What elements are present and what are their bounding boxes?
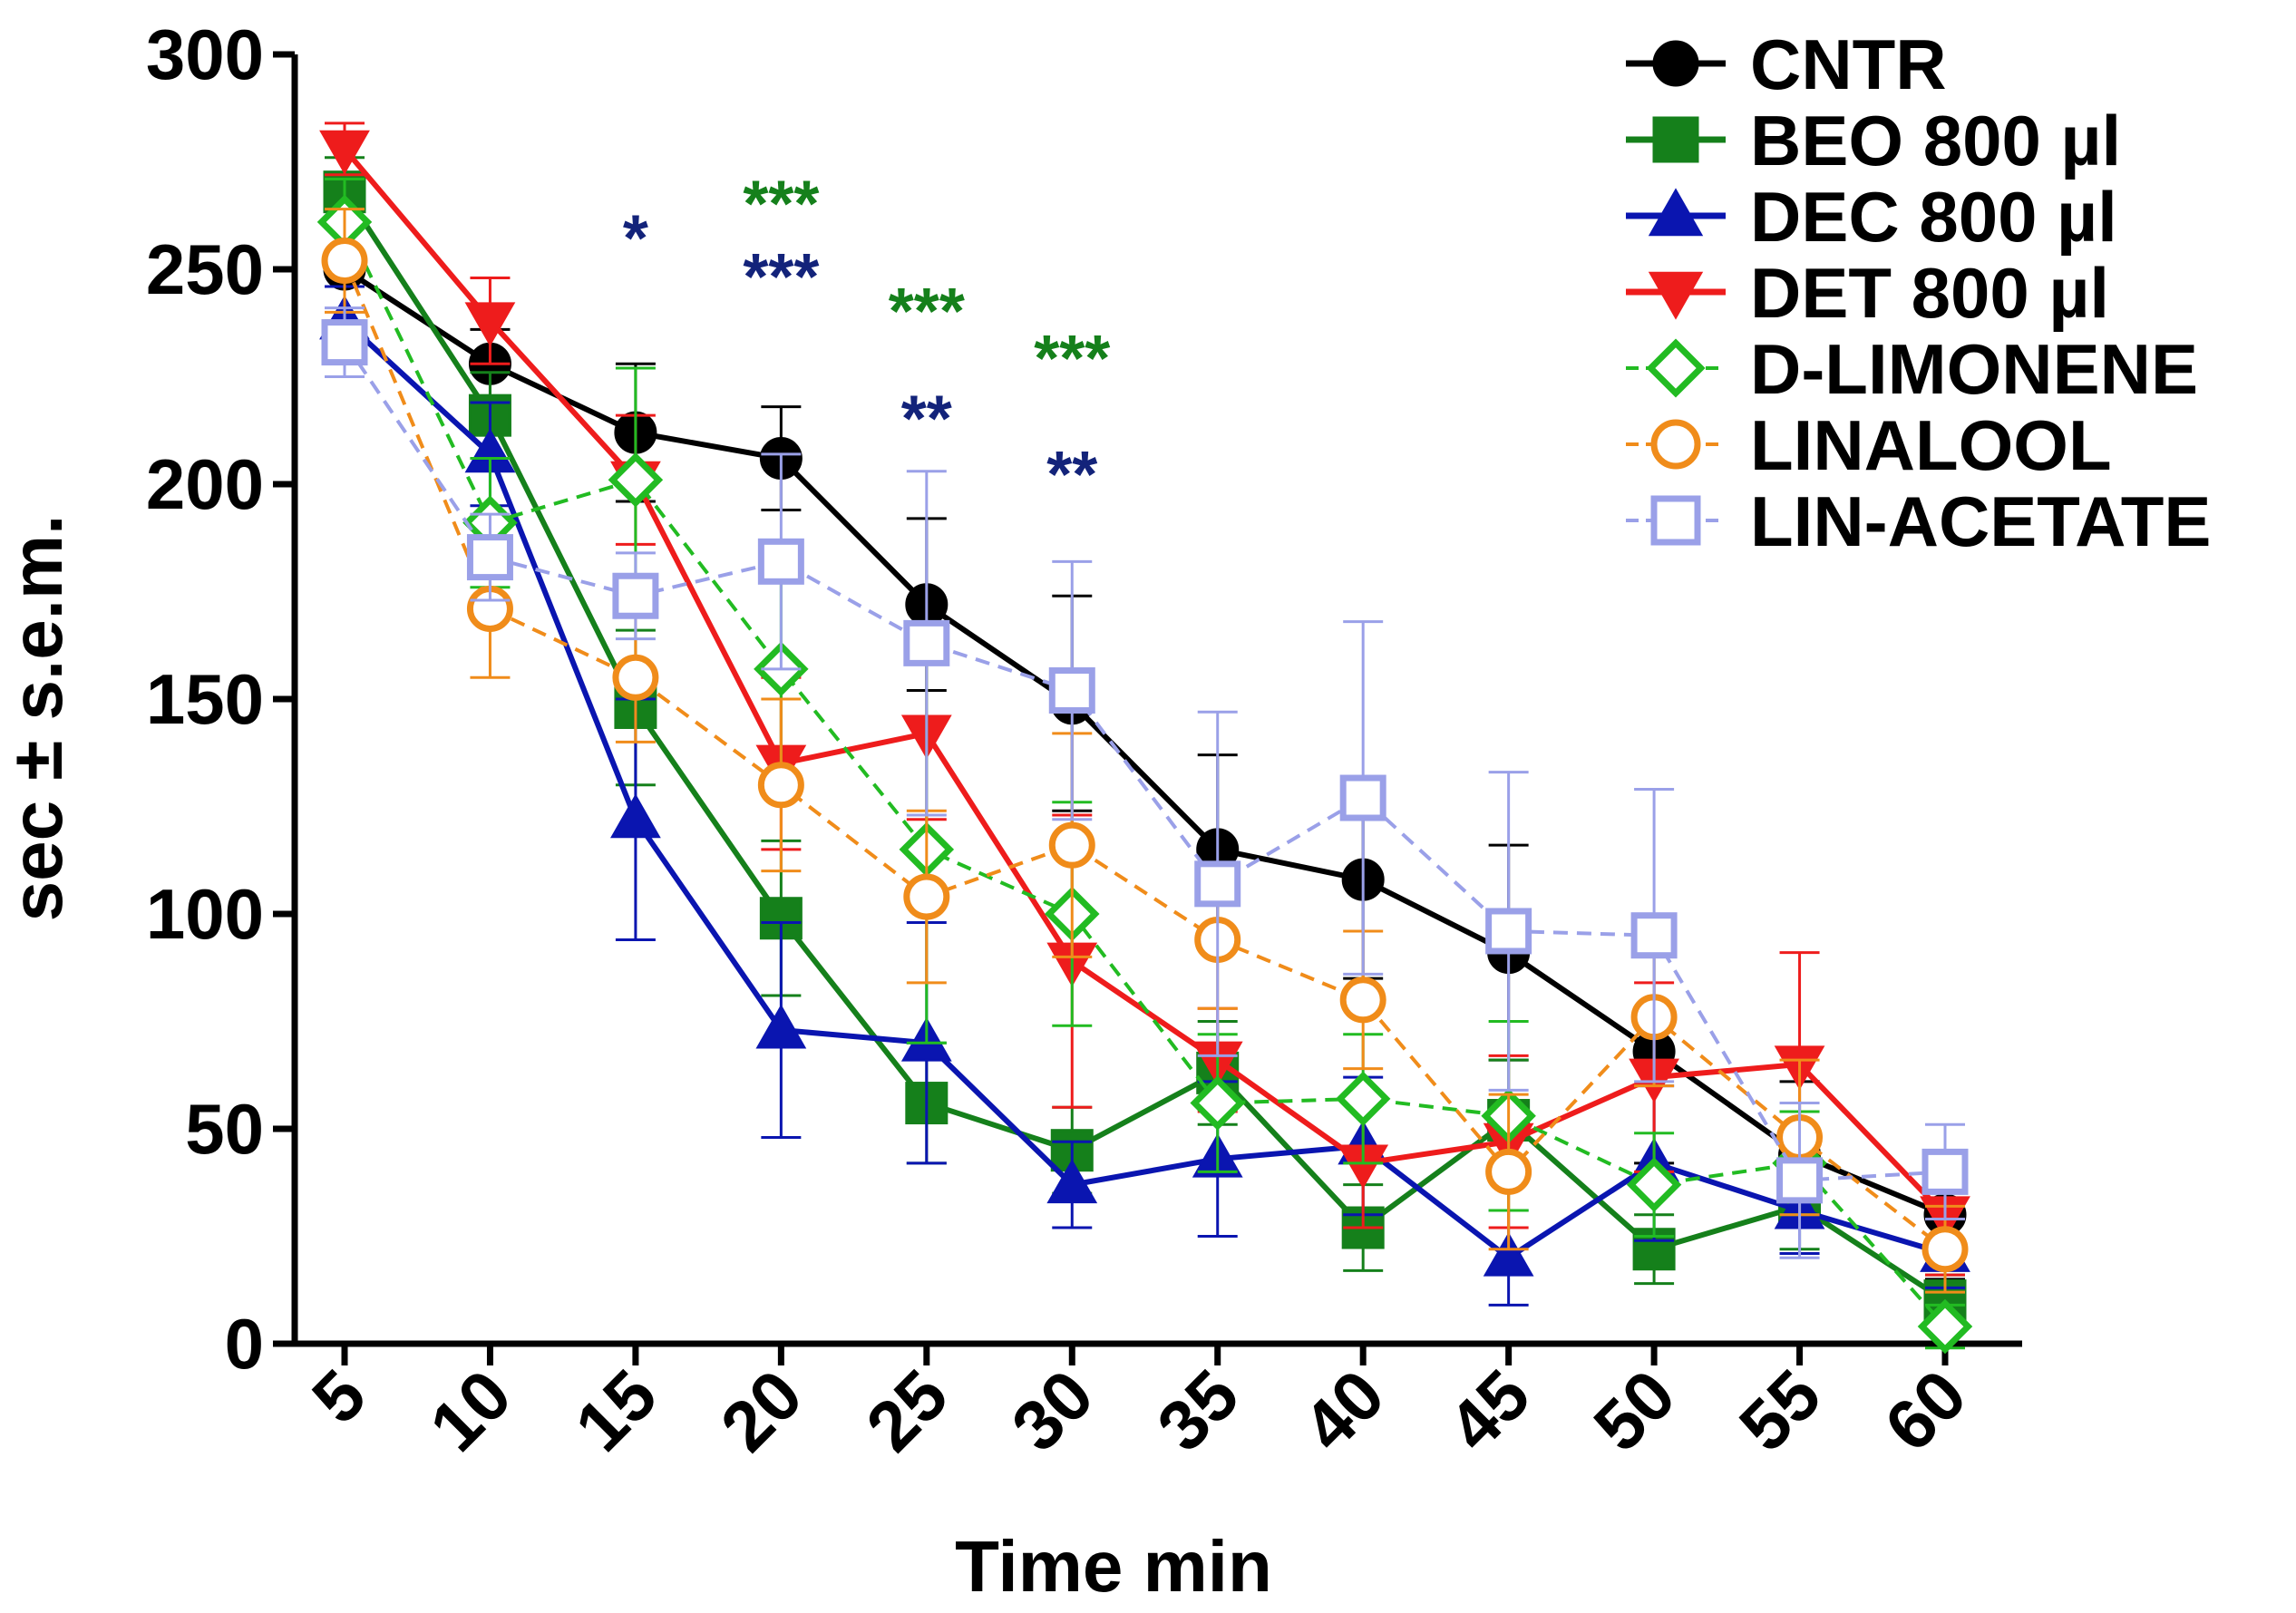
series-line xyxy=(342,190,1947,1304)
x-tick-label: 10 xyxy=(414,1355,527,1467)
x-tick-label: 35 xyxy=(1142,1355,1254,1467)
x-tick-label: 15 xyxy=(559,1355,672,1467)
data-point xyxy=(903,619,950,666)
data-point xyxy=(1917,1298,1973,1355)
legend-label: D-LIMONENE xyxy=(1750,329,2198,409)
legend-label: DEC 800 µl xyxy=(1750,177,2117,257)
significance-marker: ** xyxy=(1046,439,1097,511)
significance-marker: * xyxy=(623,203,648,276)
data-point xyxy=(1339,977,1386,1024)
legend-entry: D-LIMONENE xyxy=(1626,329,2198,409)
data-point xyxy=(755,1004,807,1049)
data-point xyxy=(319,130,370,175)
legend-marker xyxy=(1648,188,1704,237)
legend-entry: BEO 800 µl xyxy=(1626,101,2121,180)
significance-marker: *** xyxy=(1034,323,1110,395)
legend-entry: DEC 800 µl xyxy=(1626,177,2117,257)
legend-entry: DET 800 µl xyxy=(1626,253,2109,333)
significance-marker: *** xyxy=(743,169,819,241)
x-tick-label: 50 xyxy=(1579,1355,1691,1467)
x-tick-label: 20 xyxy=(705,1355,818,1467)
data-point xyxy=(1630,912,1678,959)
series-line xyxy=(343,259,1947,1251)
plot-area: 0 50 100 150 200 250 300 5 10 15 20 25 30 35 40 45 50 55 6… xyxy=(146,15,2022,1466)
x-tick-label: 25 xyxy=(851,1355,963,1467)
series-line xyxy=(342,318,1946,1261)
series-line xyxy=(342,147,1948,1217)
data-point xyxy=(321,238,368,285)
data-point xyxy=(610,793,661,839)
data-point xyxy=(1483,1231,1534,1277)
data-point xyxy=(1485,908,1532,955)
data-point xyxy=(757,762,804,809)
data-point xyxy=(612,654,659,701)
significance-marker: ** xyxy=(901,384,952,456)
y-axis-title: sec ± s.e.m. xyxy=(0,515,77,922)
series-line xyxy=(343,220,1947,1328)
legend-marker xyxy=(1648,271,1704,320)
x-tick-label: 5 xyxy=(297,1355,381,1439)
x-tick-label: 60 xyxy=(1869,1355,1981,1467)
legend-label: LINALOOL xyxy=(1750,405,2112,485)
data-point xyxy=(1921,1148,1969,1195)
legend-marker xyxy=(1652,116,1699,163)
legend-marker xyxy=(1646,338,1706,398)
significance-marker: *** xyxy=(889,276,965,348)
data-point xyxy=(466,534,513,581)
y-tick-label: 0 xyxy=(225,1304,264,1384)
legend-label: DET 800 µl xyxy=(1750,253,2109,333)
legend-entry: CNTR xyxy=(1626,24,1947,104)
data-point xyxy=(1339,774,1386,821)
series-line xyxy=(343,341,1946,1182)
legend-marker xyxy=(1650,495,1701,546)
data-point xyxy=(903,873,950,920)
series-dec-800-l xyxy=(319,285,1970,1307)
x-tick-label: 55 xyxy=(1724,1355,1836,1467)
data-point xyxy=(1335,1071,1391,1127)
data-point xyxy=(464,302,516,347)
legend-entry: LIN-ACETATE xyxy=(1626,481,2211,561)
data-point xyxy=(612,572,659,619)
series-line xyxy=(343,267,1947,1218)
legend-label: CNTR xyxy=(1750,24,1947,104)
data-point xyxy=(1190,1075,1245,1131)
y-tick-label: 300 xyxy=(146,15,264,94)
legend-label: BEO 800 µl xyxy=(1750,101,2121,180)
series-beo-800-l xyxy=(323,156,1967,1328)
y-tick-label: 50 xyxy=(185,1089,264,1169)
significance-marker: *** xyxy=(743,241,819,314)
data-point xyxy=(1921,1226,1969,1273)
series-cntr xyxy=(323,216,1967,1281)
y-tick-label: 200 xyxy=(146,444,264,524)
x-tick-label: 45 xyxy=(1433,1355,1545,1467)
data-point xyxy=(1048,821,1095,869)
data-point xyxy=(1046,1159,1098,1204)
series-lin-acetate xyxy=(321,306,1969,1259)
data-point xyxy=(321,319,368,366)
x-tick-label: 30 xyxy=(997,1355,1109,1467)
y-tick-label: 150 xyxy=(146,659,264,739)
data-point xyxy=(757,538,804,585)
data-point xyxy=(1626,1157,1682,1212)
legend-marker xyxy=(1652,40,1699,87)
y-tick-label: 250 xyxy=(146,229,264,309)
legend-entry: LINALOOL xyxy=(1626,405,2112,485)
legend-label: LIN-ACETATE xyxy=(1750,481,2211,561)
x-tick-label: 40 xyxy=(1288,1355,1400,1467)
series-linalool xyxy=(321,208,1969,1294)
data-point xyxy=(1776,1157,1824,1204)
x-axis-title: Time min xyxy=(955,1526,1272,1607)
data-point xyxy=(1194,860,1241,908)
data-point xyxy=(1048,667,1095,714)
data-point xyxy=(1485,1148,1532,1195)
data-point xyxy=(608,452,664,508)
y-tick-label: 100 xyxy=(146,874,264,954)
legend-marker xyxy=(1650,419,1701,470)
